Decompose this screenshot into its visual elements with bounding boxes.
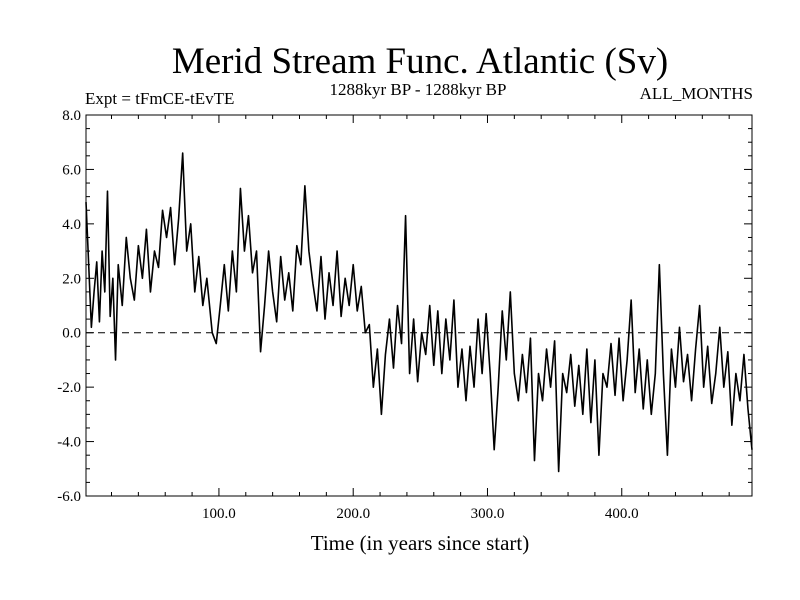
y-tick-label: 4.0 <box>62 217 81 233</box>
x-tick-label: 200.0 <box>336 506 370 522</box>
chart-subtitle-left: Expt = tFmCE-tEvTE <box>85 89 234 108</box>
x-tick-label: 400.0 <box>605 506 639 522</box>
series-line <box>85 152 753 473</box>
y-tick-label: 0.0 <box>62 326 81 342</box>
chart-title: Merid Stream Func. Atlantic (Sv) <box>172 41 668 82</box>
y-tick-label: 8.0 <box>62 108 81 124</box>
chart-subtitle-center: 1288kyr BP - 1288kyr BP <box>330 80 507 99</box>
x-axis-label: Time (in years since start) <box>311 531 530 555</box>
x-tick-label: 100.0 <box>202 506 236 522</box>
x-tick-label: 300.0 <box>471 506 505 522</box>
y-tick-label: -6.0 <box>57 489 81 505</box>
y-tick-label: 2.0 <box>62 271 81 287</box>
y-tick-label: 6.0 <box>62 162 81 178</box>
y-tick-label: -2.0 <box>57 380 81 396</box>
y-tick-label: -4.0 <box>57 435 81 451</box>
plot-frame <box>85 114 753 497</box>
chart-subtitle-right: ALL_MONTHS <box>640 84 753 103</box>
